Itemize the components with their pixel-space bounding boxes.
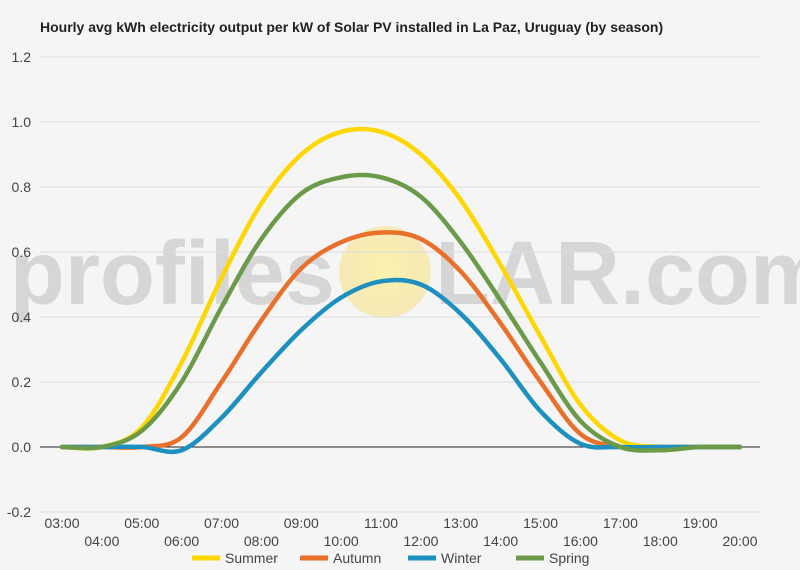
y-tick-label: 1.0: [12, 114, 32, 130]
legend-label-summer: Summer: [225, 550, 278, 566]
x-tick-label: 19:00: [683, 515, 718, 531]
x-tick-label: 14:00: [483, 533, 518, 549]
x-tick-label: 20:00: [722, 533, 757, 549]
x-tick-label: 04:00: [84, 533, 119, 549]
legend-label-spring: Spring: [549, 550, 589, 566]
y-tick-label: 0.6: [12, 244, 32, 260]
x-tick-label: 17:00: [603, 515, 638, 531]
legend-label-autumn: Autumn: [333, 550, 381, 566]
y-tick-label: 0.4: [12, 309, 32, 325]
y-tick-label: 1.2: [12, 49, 32, 65]
x-tick-label: 09:00: [284, 515, 319, 531]
x-tick-label: 18:00: [643, 533, 678, 549]
x-tick-label: 12:00: [403, 533, 438, 549]
watermark-text-right: LAR.com: [435, 224, 800, 324]
x-tick-label: 15:00: [523, 515, 558, 531]
x-tick-label: 10:00: [324, 533, 359, 549]
y-tick-label: -0.2: [7, 504, 31, 520]
x-tick-label: 16:00: [563, 533, 598, 549]
x-tick-label: 03:00: [44, 515, 79, 531]
x-tick-label: 06:00: [164, 533, 199, 549]
y-tick-label: 0.0: [12, 439, 32, 455]
y-tick-label: 0.8: [12, 179, 32, 195]
watermark-text-left: profiles: [10, 224, 335, 324]
legend-label-winter: Winter: [441, 550, 482, 566]
chart-title: Hourly avg kWh electricity output per kW…: [40, 19, 664, 35]
y-tick-label: 0.2: [12, 374, 32, 390]
watermark-sun: [339, 226, 431, 318]
x-tick-label: 08:00: [244, 533, 279, 549]
series-line-summer: [59, 126, 743, 451]
series-line-spring: [59, 172, 743, 453]
x-tick-label: 07:00: [204, 515, 239, 531]
x-tick-label: 13:00: [443, 515, 478, 531]
x-tick-label: 11:00: [364, 515, 398, 531]
x-tick-label: 05:00: [124, 515, 159, 531]
